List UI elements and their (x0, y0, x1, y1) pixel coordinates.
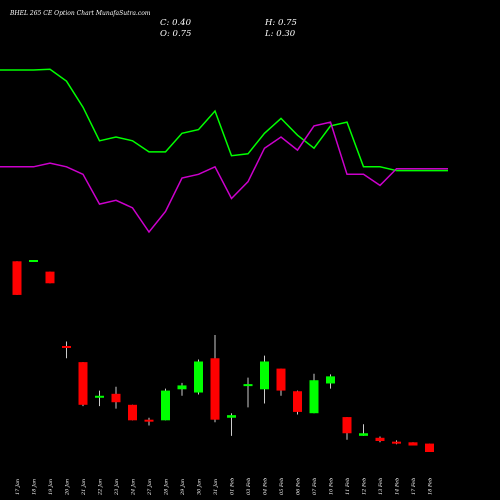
open-readout: O: 0.75 (160, 29, 191, 39)
candle-21-jan (78, 362, 88, 407)
candle-03-feb (243, 377, 253, 408)
candle-04-feb (260, 355, 269, 404)
chart-title: BHEL 265 CE Option Chart MunafaSutra.com (9, 10, 151, 17)
x-tick-label: 24 Jan (131, 479, 137, 496)
candle-body (45, 271, 55, 284)
candle-24-jan (128, 404, 137, 421)
x-tick-label: 28 Jan (164, 479, 170, 496)
x-tick-label: 07 Feb (312, 478, 318, 495)
candle-body (326, 376, 335, 384)
x-tick-label: 01 Feb (230, 478, 236, 495)
candles (12, 260, 434, 452)
x-tick-label: 22 Jan (98, 479, 104, 496)
x-tick-label: 27 Jan (147, 479, 153, 496)
x-tick-label: 20 Jan (65, 479, 71, 496)
candle-body (276, 368, 286, 391)
x-tick-label: 21 Jan (81, 479, 87, 496)
x-tick-label: 12 Feb (362, 478, 368, 495)
x-tick-label: 18 Jan (32, 479, 38, 495)
x-tick-label: 13 Feb (378, 478, 384, 495)
candle-01-feb (227, 413, 236, 436)
candle-body (111, 393, 121, 403)
candle-29-jan (177, 382, 187, 396)
candle-20-jan (62, 341, 71, 359)
x-tick-label: 29 Jan (180, 479, 186, 496)
candle-07-feb (309, 373, 319, 414)
x-tick-label: 17 Feb (411, 478, 417, 495)
close-readout: C: 0.40 (160, 18, 192, 28)
x-tick-label: 04 Feb (263, 478, 269, 495)
candle-12-feb (359, 424, 368, 436)
candle-body (309, 380, 319, 414)
x-tick-label: 10 Feb (329, 478, 335, 495)
candle-31-jan (210, 334, 220, 423)
candle-28-jan (161, 388, 170, 421)
candle-22-jan (95, 390, 104, 407)
x-tick-label: 31 Jan (213, 479, 219, 495)
candle-body (359, 433, 368, 436)
candle-body (260, 361, 269, 390)
candle-body (194, 361, 203, 393)
candle-body (95, 395, 104, 398)
low-readout: L: 0.30 (264, 29, 296, 39)
candle-body (375, 437, 385, 442)
x-tick-label: 11 Feb (345, 478, 351, 495)
x-tick-label: 23 Jan (114, 479, 120, 496)
candle-body (161, 390, 170, 421)
candle-06-feb (293, 390, 302, 415)
indicator-line-1 (0, 68, 448, 172)
candle-18-jan (29, 260, 38, 262)
candle-body (408, 442, 418, 446)
candle-body (29, 260, 38, 262)
candle-body (342, 417, 352, 434)
candle-body (392, 441, 401, 444)
high-readout: H: 0.75 (264, 18, 297, 28)
candle-body (425, 443, 434, 452)
x-tick-label: 19 Jan (48, 479, 54, 495)
x-tick-label: 17 Jan (15, 479, 21, 495)
indicator-lines (0, 68, 448, 234)
x-tick-label: 30 Jan (197, 479, 203, 495)
x-tick-label: 06 Feb (296, 478, 302, 495)
x-tick-label: 05 Feb (279, 478, 285, 495)
candle-body (293, 391, 302, 412)
candle-body (243, 384, 253, 387)
candle-19-jan (45, 271, 55, 284)
candle-body (62, 345, 71, 348)
candle-27-jan (144, 417, 154, 426)
candle-17-jan (12, 261, 22, 295)
candle-18-feb (425, 443, 434, 452)
candle-body (210, 358, 220, 420)
x-axis-ticks: 17 Jan 18 Jan 19 Jan 20 Jan 21 Jan 22 Jan 23 J… (15, 478, 434, 496)
candle-body (12, 261, 22, 295)
candle-body (177, 385, 187, 390)
candle-body (78, 362, 88, 405)
candle-10-feb (326, 374, 335, 389)
candle-11-feb (342, 417, 352, 440)
candle-30-jan (194, 359, 203, 395)
x-tick-label: 18 Feb (428, 478, 434, 495)
candle-body (128, 404, 137, 421)
candle-14-feb (392, 440, 401, 445)
x-tick-label: 03 Feb (246, 478, 252, 495)
candle-17-feb (408, 442, 418, 446)
candle-body (144, 419, 154, 422)
x-tick-label: 14 Feb (395, 478, 401, 495)
indicator-line-2 (0, 121, 448, 234)
candle-23-jan (111, 386, 121, 409)
candle-05-feb (276, 368, 286, 396)
candle-body (227, 415, 236, 418)
candle-13-feb (375, 436, 385, 443)
